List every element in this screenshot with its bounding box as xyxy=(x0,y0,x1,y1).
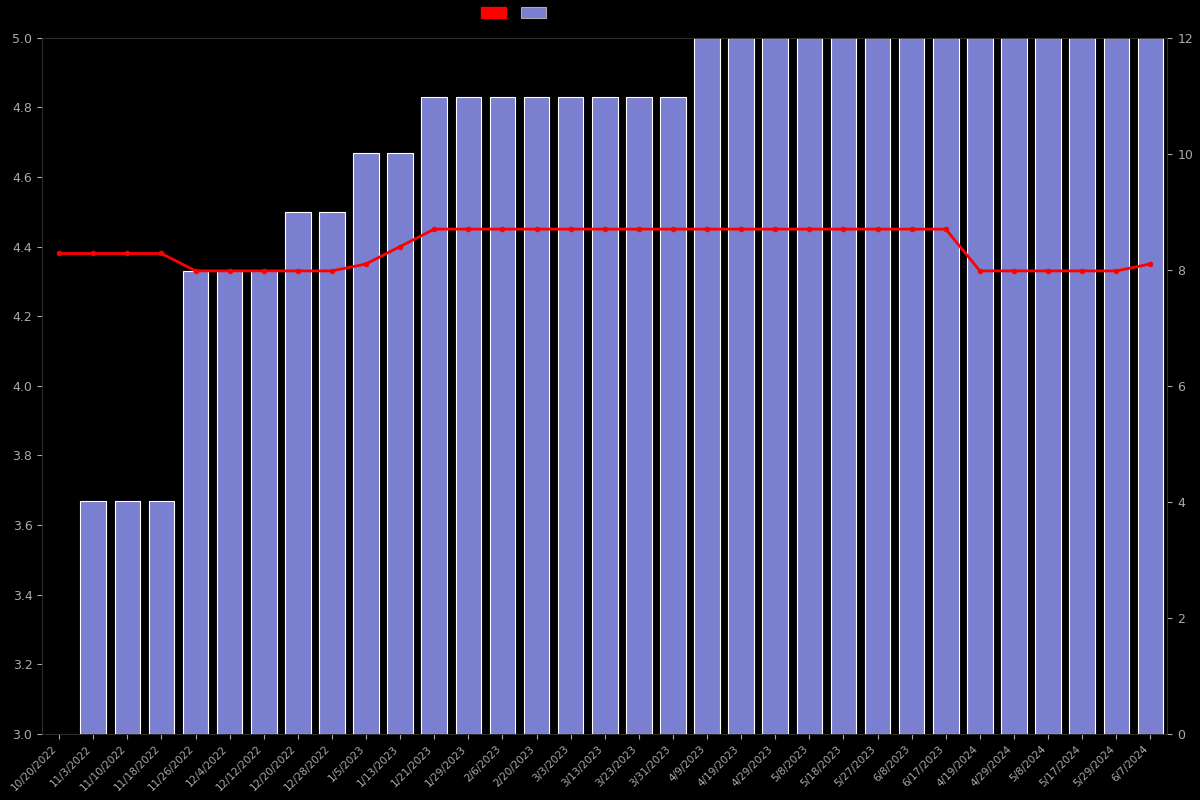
Bar xyxy=(1001,38,1027,734)
Bar xyxy=(1069,38,1094,734)
Bar xyxy=(456,97,481,734)
Bar xyxy=(80,501,106,734)
Bar xyxy=(286,212,311,734)
Bar xyxy=(421,97,448,734)
Bar xyxy=(114,501,140,734)
Bar xyxy=(660,97,685,734)
Bar xyxy=(1036,38,1061,734)
Bar xyxy=(523,97,550,734)
Bar xyxy=(319,212,344,734)
Bar xyxy=(558,97,583,734)
Bar xyxy=(934,38,959,734)
Bar xyxy=(1104,38,1129,734)
Bar xyxy=(865,38,890,734)
Bar xyxy=(728,38,754,734)
Bar xyxy=(762,38,788,734)
Bar xyxy=(797,38,822,734)
Bar xyxy=(695,38,720,734)
Bar xyxy=(217,271,242,734)
Bar xyxy=(149,501,174,734)
Bar xyxy=(967,38,992,734)
Bar xyxy=(490,97,515,734)
Bar xyxy=(592,97,618,734)
Bar xyxy=(353,153,379,734)
Bar xyxy=(1138,38,1163,734)
Bar xyxy=(388,153,413,734)
Bar xyxy=(626,97,652,734)
Bar xyxy=(182,271,209,734)
Bar xyxy=(899,38,924,734)
Bar xyxy=(830,38,857,734)
Legend: , : , xyxy=(476,2,553,25)
Bar xyxy=(251,271,276,734)
